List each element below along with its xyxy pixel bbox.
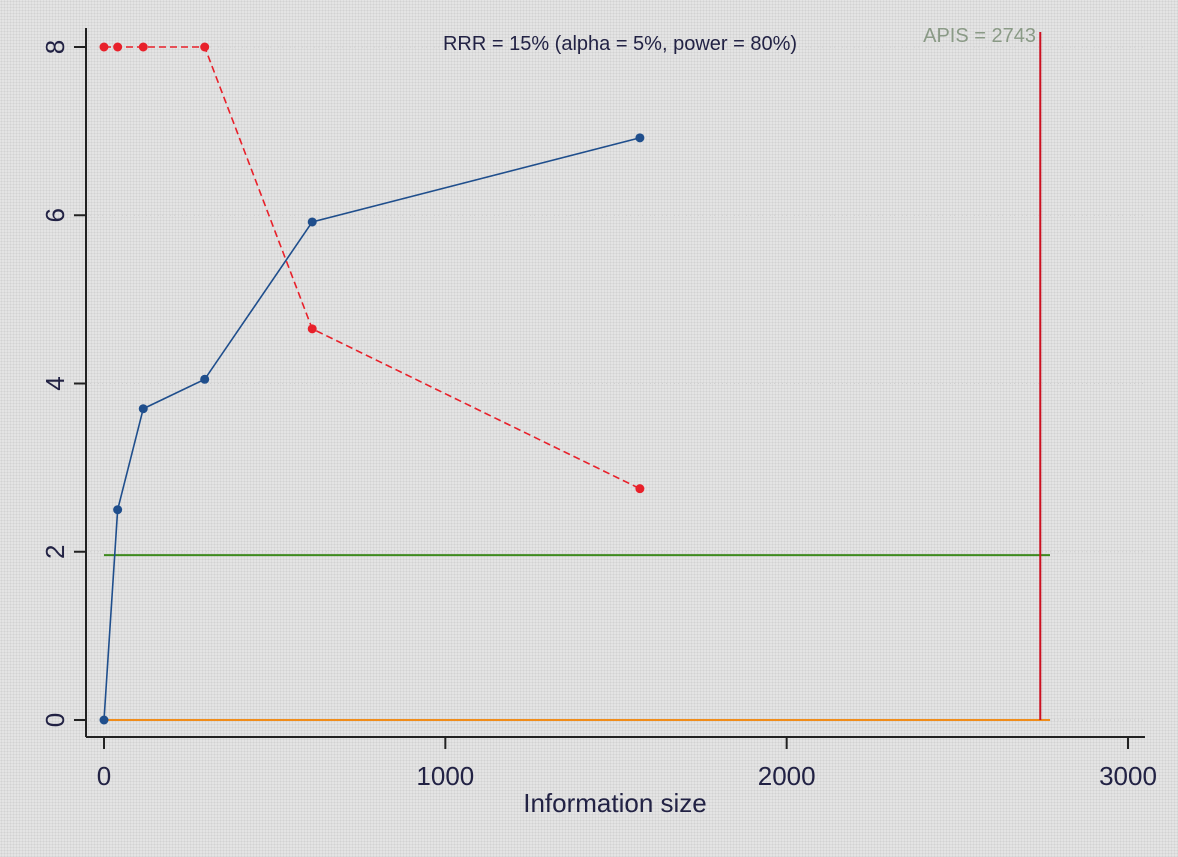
y-tick-label: 4 [40,376,70,390]
x-axis-title: Information size [523,788,707,818]
series-point-1 [138,42,148,52]
tick-marks [74,46,1129,749]
y-tick-label: 6 [40,208,70,222]
series-point-1 [113,42,123,52]
series-point-0 [99,715,109,725]
y-tick-label: 8 [40,40,70,54]
reference-lines [104,32,1050,721]
series-point-1 [99,42,109,52]
x-tick-label: 2000 [758,761,816,791]
chart-annotation: RRR = 15% (alpha = 5%, power = 80%) [443,33,797,55]
x-tick-label: 3000 [1099,761,1157,791]
y-tick-labels: 0 2 4 6 8 [40,40,70,727]
series-layer [99,42,645,725]
series-point-1 [635,484,645,494]
series-point-0 [138,404,148,414]
gridlines [86,46,1145,721]
series-point-0 [113,505,123,515]
series-point-1 [200,42,210,52]
series-point-0 [307,217,317,227]
x-tick-label: 1000 [416,761,474,791]
series-point-0 [200,374,210,384]
apis-label: APIS = 2743 [923,25,1036,47]
x-tick-label: 0 [97,761,111,791]
x-tick-labels: 0 1000 2000 3000 [97,761,1157,791]
series-point-0 [635,133,645,143]
y-tick-label: 0 [40,713,70,727]
series-line-0 [103,137,641,721]
series-point-1 [307,324,317,334]
series-line-1 [104,46,641,490]
y-tick-label: 2 [40,545,70,559]
